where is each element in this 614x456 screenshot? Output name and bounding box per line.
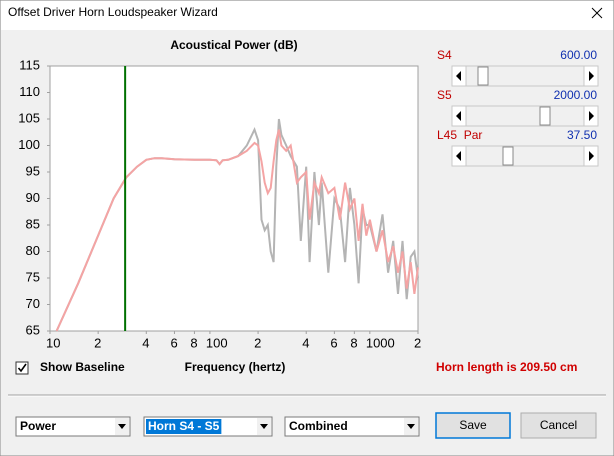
arrow-icon <box>456 71 461 81</box>
window-title: Offset Driver Horn Loudspeaker Wizard <box>8 5 218 19</box>
arrow-icon <box>456 111 461 121</box>
slider-track <box>451 65 599 87</box>
x-tick-label: 2 <box>254 335 261 350</box>
x-tick-label: 4 <box>302 335 309 350</box>
plot-area <box>49 65 419 332</box>
arrow-icon <box>589 71 594 81</box>
button-label: Save <box>459 418 487 432</box>
x-tick-label: 1000 <box>366 335 395 350</box>
slider-value: 37.50 <box>567 128 597 142</box>
slider-label: L45 Par <box>437 128 482 142</box>
line-series <box>55 129 419 332</box>
title-bar <box>1 1 613 30</box>
dropdown[interactable]: Horn S4 - S5 <box>143 416 273 437</box>
y-tick-label: 110 <box>19 84 40 99</box>
button-face <box>435 412 511 439</box>
button-label: Cancel <box>540 418 577 432</box>
slider-label: S4 <box>437 48 452 62</box>
x-tick-label: 4 <box>142 335 149 350</box>
x-tick-label: 100 <box>206 335 228 350</box>
dropdown-arrow <box>260 424 268 429</box>
slider-track <box>451 105 599 127</box>
slider-thumb <box>477 66 489 86</box>
y-tick-label: 95 <box>26 163 40 178</box>
button-face <box>520 412 597 439</box>
button[interactable]: Cancel <box>520 412 597 439</box>
x-tick-label: 10 <box>46 335 60 350</box>
y-tick-label: 115 <box>19 57 40 72</box>
y-tick-label: 90 <box>26 190 40 205</box>
selection-highlight <box>146 419 222 434</box>
y-tick-label: 85 <box>26 216 40 231</box>
x-tick-label: 2 <box>414 335 421 350</box>
dropdown-text: Power <box>20 419 56 433</box>
x-tick-label: 2 <box>94 335 101 350</box>
slider-value: 600.00 <box>560 48 597 62</box>
y-tick-label: 65 <box>26 322 40 337</box>
arrow-icon <box>589 151 594 161</box>
slider-label: S5 <box>437 88 452 102</box>
x-tick-label: 6 <box>170 335 177 350</box>
dropdown-arrow <box>407 424 415 429</box>
x-tick-label: 8 <box>190 335 197 350</box>
dropdown[interactable]: Combined <box>284 416 420 437</box>
checkbox-label[interactable]: Show Baseline <box>40 360 125 374</box>
horn-length: Horn length is 209.50 cm <box>436 360 577 374</box>
slider[interactable] <box>451 65 599 87</box>
y-tick-label: 75 <box>26 269 40 284</box>
y-tick-label: 100 <box>18 137 40 152</box>
dropdown-arrow <box>118 424 126 429</box>
chart-title: Acoustical Power (dB) <box>170 38 297 52</box>
y-tick-label: 80 <box>26 243 40 258</box>
slider[interactable] <box>451 105 599 127</box>
dropdown-text: Horn S4 - S5 <box>148 419 220 433</box>
checkbox[interactable] <box>15 361 29 375</box>
dropdown[interactable]: Power <box>15 416 131 437</box>
slider-track <box>451 145 599 167</box>
arrow-icon <box>456 151 461 161</box>
dropdown-box <box>284 416 420 437</box>
slider[interactable] <box>451 145 599 167</box>
slider-thumb <box>502 146 514 166</box>
arrow-icon <box>589 111 594 121</box>
y-tick-label: 70 <box>26 296 40 311</box>
y-tick-label: 105 <box>18 110 40 125</box>
check-mark <box>17 363 27 373</box>
x-tick-label: 6 <box>330 335 337 350</box>
slider-value: 2000.00 <box>554 88 598 102</box>
dropdown-box <box>15 416 131 437</box>
slider-thumb <box>539 106 551 126</box>
close-button[interactable] <box>591 7 603 19</box>
x-tick-label: 8 <box>350 335 357 350</box>
x-axis-label: Frequency (hertz) <box>185 360 286 374</box>
dropdown-text: Combined <box>289 419 348 433</box>
button[interactable]: Save <box>435 412 511 439</box>
